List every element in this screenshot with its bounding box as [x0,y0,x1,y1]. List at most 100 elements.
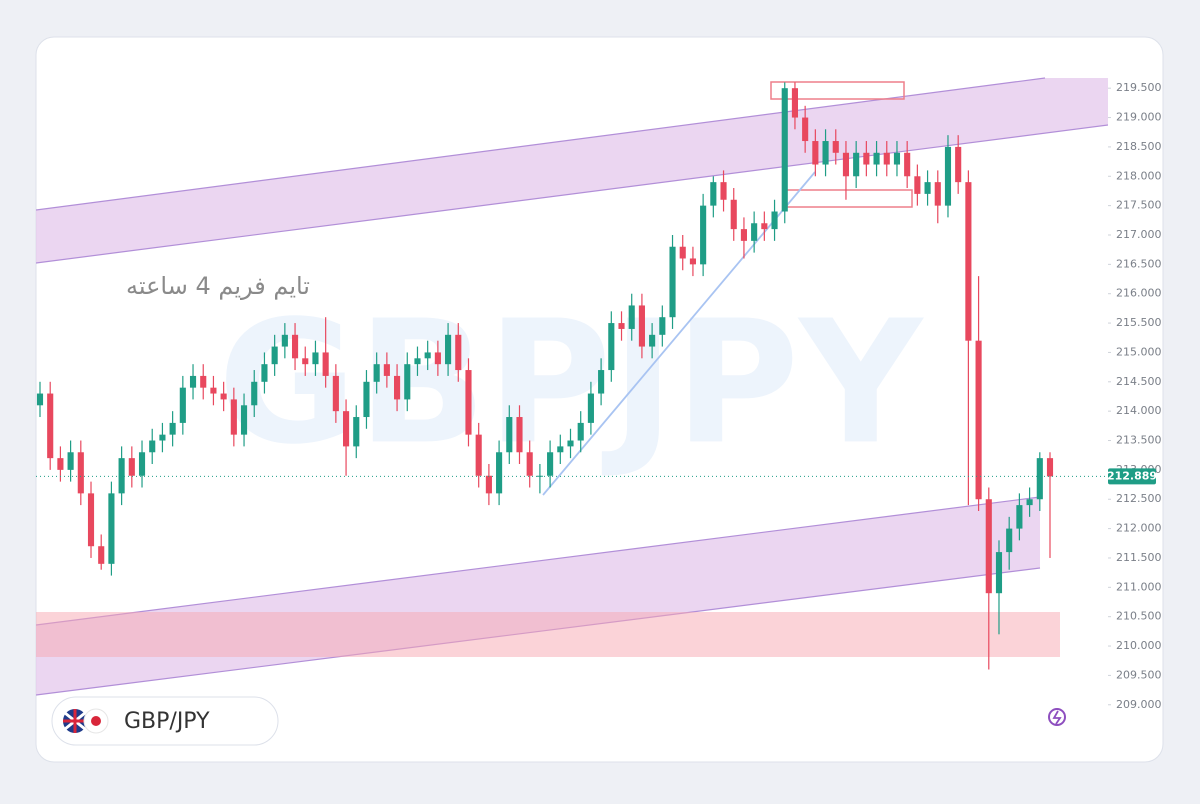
candle-body [414,358,421,365]
candle-body [536,475,543,477]
channel-line [36,124,1108,264]
candle-body [781,88,788,212]
last-price-label: 212.889 [1107,469,1157,482]
pill [51,696,279,746]
y-tick-label: 209.500 [1116,668,1162,681]
candle-body [138,452,146,476]
candle-body [751,223,758,241]
candle-body [373,364,380,382]
candle-body [659,317,666,335]
candle-body [455,334,462,371]
y-tick-label: 212.500 [1116,492,1162,505]
flag-cross [63,709,87,733]
candle-body [802,117,809,142]
candle-body [526,452,533,476]
candle-body [955,146,962,183]
candle-body [332,375,339,412]
y-tick-label: 218.500 [1116,140,1162,153]
candle-body [883,152,890,165]
candle-body [822,141,829,165]
candle-body [496,452,503,494]
annotation: تایم فریم 4 ساعته [126,272,310,300]
candle-body [353,417,360,447]
y-tick-label: 218.000 [1116,169,1162,182]
candle-body [200,375,207,388]
candle-body [1026,499,1033,506]
flag-jp-dot [91,716,101,726]
candle-body [689,258,696,265]
y-tick-label: 213.500 [1116,434,1162,447]
candle-body [904,152,911,177]
upper-channel [36,78,1108,263]
candle-body [842,152,850,177]
candle-body [179,387,186,423]
candle-body [628,305,635,329]
channel-line [36,77,1046,211]
candle-body [995,552,1003,594]
candle-body [394,375,401,400]
candle-body [506,417,513,453]
candle-body [914,176,921,194]
logo [1048,708,1066,726]
y-tick-label: 216.500 [1116,257,1162,270]
candle-body [740,229,747,241]
candle-body [649,334,656,347]
candle-body [251,381,258,406]
candle-body [700,205,707,265]
candle-body [679,246,686,259]
candle-body [934,182,941,206]
symbol-pill: GBP/JPY [51,696,279,746]
drawings [36,77,1108,696]
candle-body [618,323,625,329]
candle-body [638,305,645,347]
candle-body [567,440,574,447]
candle-body [547,452,554,476]
candle-body [424,352,431,359]
candle-body [598,370,605,394]
candle-body [434,352,441,365]
candle-body [832,141,839,153]
candle-body [557,446,564,453]
candle-body [465,370,472,435]
y-tick-label: 210.000 [1116,639,1162,652]
candle-body [1046,458,1054,477]
candle-body [77,452,84,494]
candle-body [36,393,44,406]
candle-body [87,493,95,547]
candle-body [98,546,105,564]
candle-body [771,211,778,230]
y-tick-label: 209.000 [1116,698,1162,711]
candle-body [587,393,594,423]
candle-body [57,458,64,470]
candle-body [577,422,584,441]
y-tick-label: 215.500 [1116,316,1162,329]
candle-body [363,381,370,418]
y-tick-label: 210.500 [1116,610,1162,623]
candle-body [791,88,799,118]
candle-body [812,141,819,165]
candle-body [475,434,482,476]
candle-body [118,458,125,494]
candle-body [608,323,615,371]
candle-body [720,182,727,200]
candle-body [343,411,350,447]
channel-line [36,496,1041,626]
candle-body [669,246,676,318]
candle-body [108,493,115,564]
zone-box [770,81,905,100]
candle-body [220,393,227,400]
y-tick-label: 214.500 [1116,375,1162,388]
candle-body [302,358,309,365]
candle-body [893,152,901,165]
candle-body [404,364,411,400]
candle-body [281,334,288,347]
y-tick-label: 211.500 [1116,551,1162,564]
candle-body [1006,528,1013,553]
y-tick-label: 216.000 [1116,287,1162,300]
y-tick-label: 219.500 [1116,81,1162,94]
last-price-box [1108,468,1156,485]
candle-body [710,182,717,206]
candle-body [128,458,135,476]
y-tick-label: 219.000 [1116,111,1162,124]
